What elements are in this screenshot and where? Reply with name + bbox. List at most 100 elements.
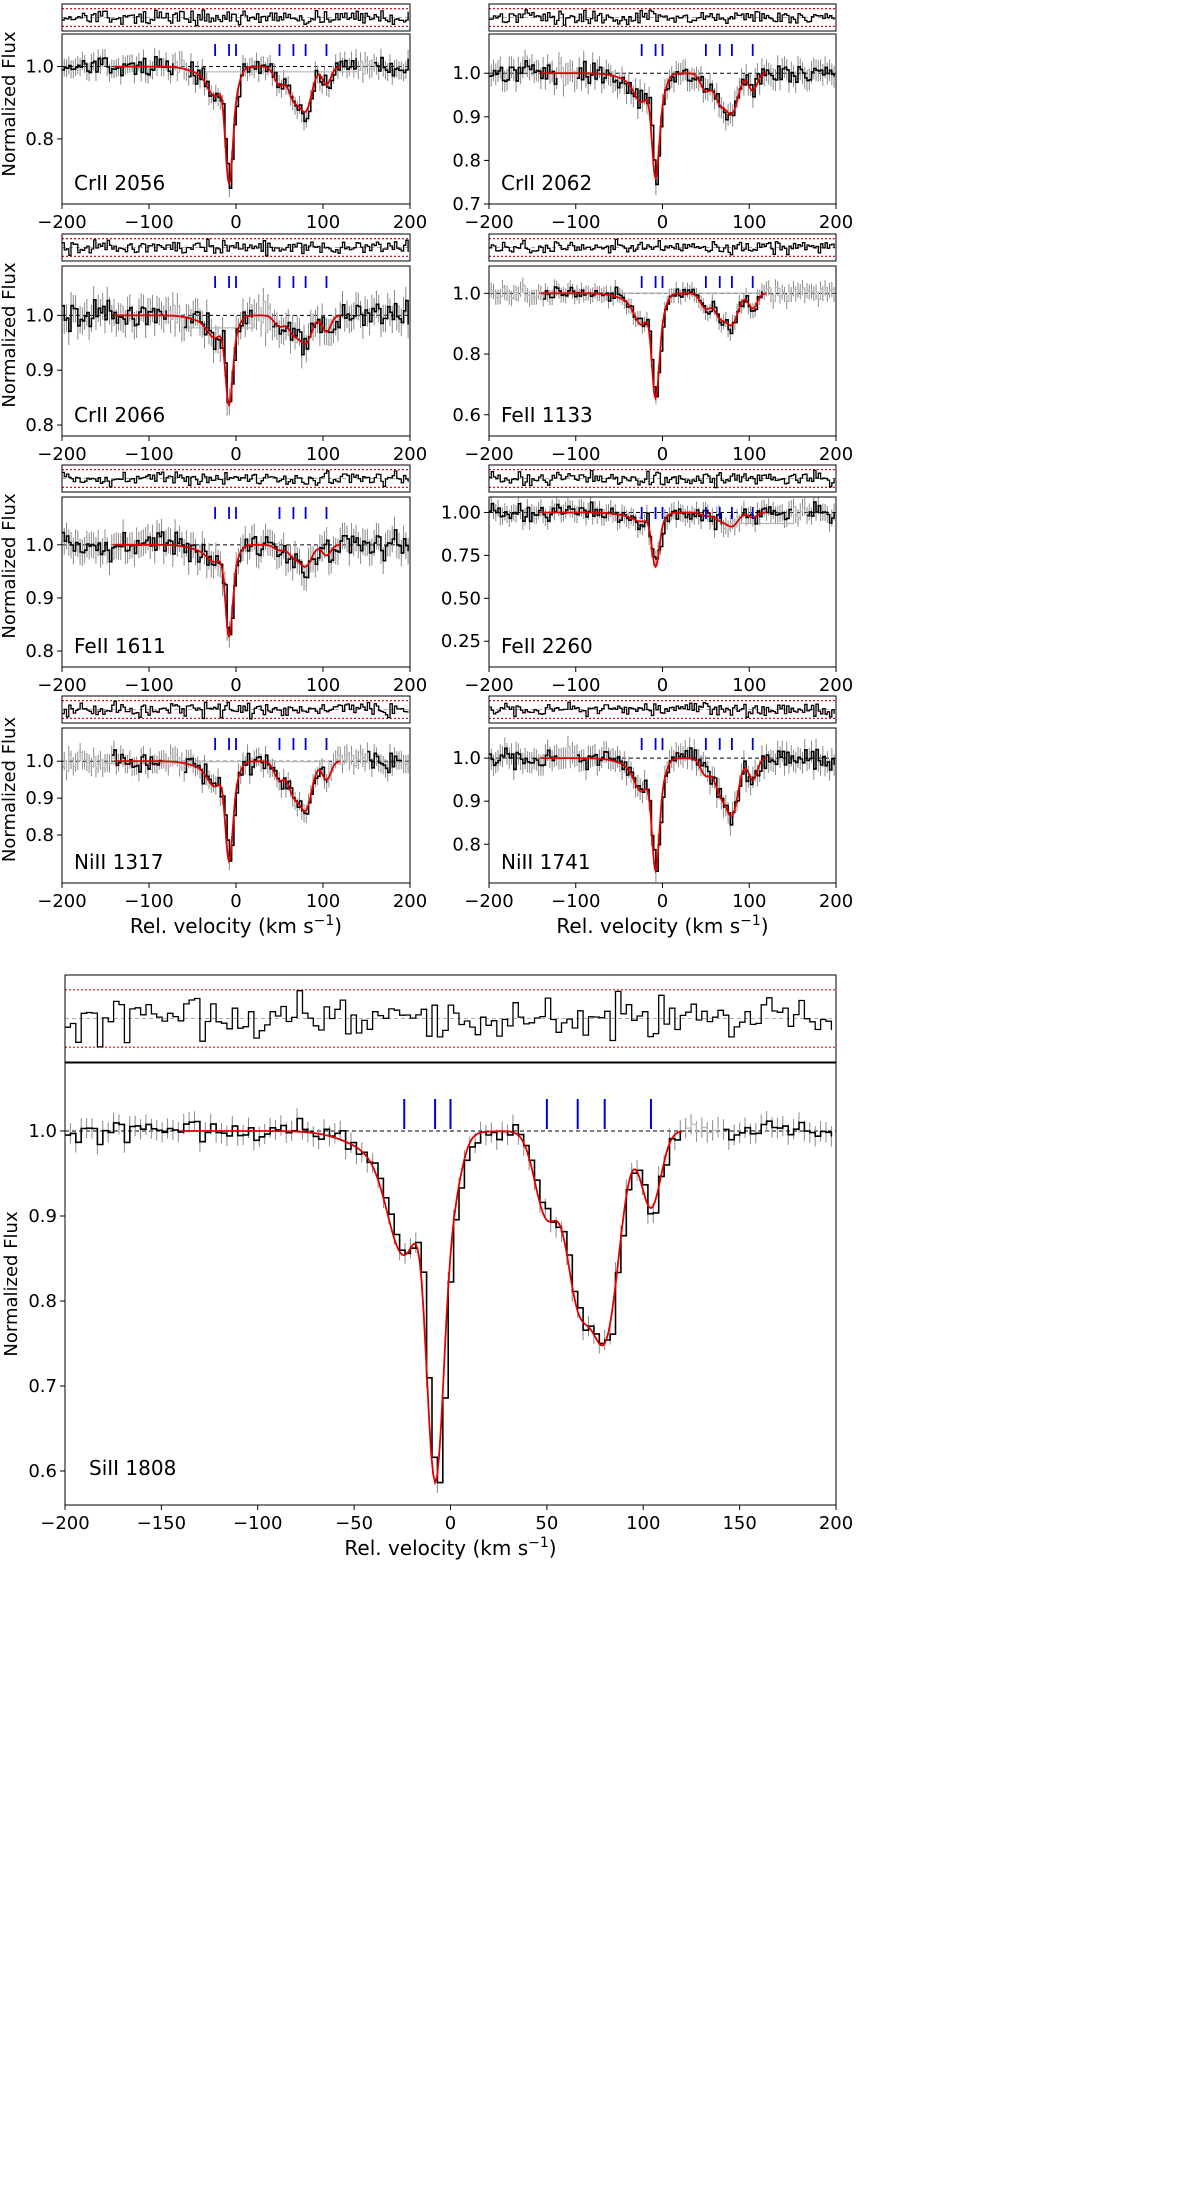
x-tick-label: −100 — [551, 891, 600, 912]
spectrum-segment — [489, 747, 558, 771]
x-tick-label: 0 — [657, 891, 668, 912]
x-tick-label: 100 — [626, 1513, 660, 1534]
model-curve — [114, 543, 341, 639]
spectrum-segment — [62, 299, 167, 333]
x-tick-label: 100 — [732, 891, 766, 912]
model-curve — [541, 292, 767, 401]
x-tick-label: −100 — [551, 675, 600, 696]
y-tick-label: 0.9 — [452, 107, 481, 128]
spectrum-segment — [184, 309, 253, 403]
panel-crii-2056: 0.8 1.0 −200 −100 0 100 200 CrII 2056 Normalized… — [0, 3, 427, 233]
model-curve — [541, 72, 767, 181]
residual-frame — [61, 464, 411, 493]
ion-label: FeII 2260 — [501, 634, 593, 658]
x-tick-label: −200 — [464, 212, 513, 233]
y-tick-label: 0.75 — [441, 545, 481, 566]
x-tick-label: 100 — [732, 212, 766, 233]
x-tick-label: 100 — [306, 444, 340, 465]
spectrum-segment — [807, 501, 835, 524]
spectrum-segment — [184, 752, 328, 862]
panel-niii-1317: 0.8 0.9 1.0 −200 −100 0 100 200 NiII 1317 Normali… — [0, 695, 427, 938]
spectrum-segment — [65, 1117, 682, 1484]
spectrum-segment — [489, 501, 723, 560]
y-tick-label: 0.8 — [28, 1291, 57, 1312]
masked-spectrum — [168, 300, 271, 334]
residual-trace — [62, 238, 409, 257]
x-tick-label: −200 — [37, 891, 86, 912]
y-tick-label: 0.9 — [452, 791, 481, 812]
y-tick-label: 1.0 — [25, 535, 54, 556]
x-tick-label: 100 — [306, 891, 340, 912]
x-tick-label: 0 — [657, 675, 668, 696]
x-tick-label: −200 — [40, 1513, 89, 1534]
model-curve — [114, 314, 341, 408]
y-tick-label: 0.9 — [25, 360, 54, 381]
x-tick-label: 200 — [393, 212, 427, 233]
panel-crii-2062: 0.7 0.8 0.9 1.0 −200 −100 0 100 200 CrII 2062 — [452, 3, 853, 233]
x-tick-label: 100 — [732, 675, 766, 696]
y-tick-label: 0.6 — [28, 1461, 57, 1482]
y-tick-label: 1.00 — [441, 502, 481, 523]
y-tick-label: 0.50 — [441, 588, 481, 609]
component-ticks — [403, 1099, 652, 1129]
panel-feii-1133: 0.6 0.8 1.0 −200 −100 0 100 200 FeII 1133 — [452, 233, 853, 465]
x-axis-label: Rel. velocity (km s−1) — [130, 913, 342, 938]
y-axis-label: Normalized Flux — [0, 717, 20, 863]
panel-crii-2066: 0.8 0.9 1.0 −200 −100 0 100 200 CrII 2066 Normali… — [0, 233, 427, 465]
residual-trace — [489, 9, 835, 26]
x-tick-label: −200 — [464, 891, 513, 912]
x-tick-label: 0 — [230, 891, 241, 912]
x-tick-label: 100 — [732, 444, 766, 465]
ion-label: CrII 2062 — [501, 171, 592, 195]
x-tick-label: 100 — [306, 212, 340, 233]
spectrum-segment — [577, 747, 835, 872]
residual-trace — [62, 470, 409, 488]
x-tick-label: 200 — [819, 1513, 853, 1534]
residual-frame — [488, 233, 837, 262]
panel-feii-2260: 0.25 0.50 0.75 1.00 −200 −100 0 100 200 FeII 2260 — [441, 464, 853, 696]
masked-spectrum — [685, 1123, 719, 1134]
component-ticks — [214, 276, 328, 288]
x-tick-label: −100 — [124, 891, 173, 912]
y-tick-label: 0.8 — [25, 641, 54, 662]
ion-label: SiII 1808 — [89, 1456, 176, 1480]
x-tick-label: 150 — [722, 1513, 756, 1534]
y-tick-label: 0.8 — [452, 150, 481, 171]
model-curve — [541, 757, 767, 874]
spectrum-segment — [577, 60, 835, 186]
x-tick-label: 200 — [819, 212, 853, 233]
residual-trace — [489, 238, 835, 256]
component-ticks — [640, 44, 754, 56]
spectrum-segment — [489, 60, 558, 85]
residual-trace — [62, 700, 409, 720]
y-axis-label: Normalized Flux — [0, 493, 20, 639]
spectrum-segment — [188, 58, 357, 189]
x-axis-label: Rel. velocity (km s−1) — [344, 1535, 556, 1560]
x-tick-label: −150 — [137, 1513, 186, 1534]
panel-feii-1611: 0.8 0.9 1.0 −200 −100 0 100 200 FeII 1611 Normali… — [0, 464, 427, 696]
y-axis-label: Normalized Flux — [0, 31, 20, 177]
spectrum-segment — [374, 56, 409, 77]
residual-trace — [489, 701, 835, 718]
ion-label: NiII 1317 — [74, 850, 164, 874]
y-tick-label: 1.0 — [452, 63, 481, 84]
x-tick-label: 200 — [393, 444, 427, 465]
y-tick-label: 1.0 — [25, 305, 54, 326]
component-ticks — [640, 738, 754, 750]
model-curve — [114, 760, 341, 864]
y-tick-label: 0.9 — [28, 1206, 57, 1227]
x-tick-label: −100 — [124, 675, 173, 696]
x-tick-label: −200 — [37, 444, 86, 465]
residual-frame — [64, 974, 837, 1063]
y-tick-label: 0.8 — [452, 344, 481, 365]
y-tick-label: 1.0 — [25, 57, 54, 78]
x-tick-label: 100 — [306, 675, 340, 696]
y-tick-label: 0.7 — [28, 1376, 57, 1397]
y-tick-label: 0.8 — [25, 825, 54, 846]
component-ticks — [214, 507, 328, 519]
y-tick-label: 0.25 — [441, 631, 481, 652]
x-tick-label: 0 — [230, 444, 241, 465]
residual-frame — [61, 695, 411, 724]
model-curve — [180, 1130, 682, 1486]
x-tick-label: −100 — [551, 212, 600, 233]
